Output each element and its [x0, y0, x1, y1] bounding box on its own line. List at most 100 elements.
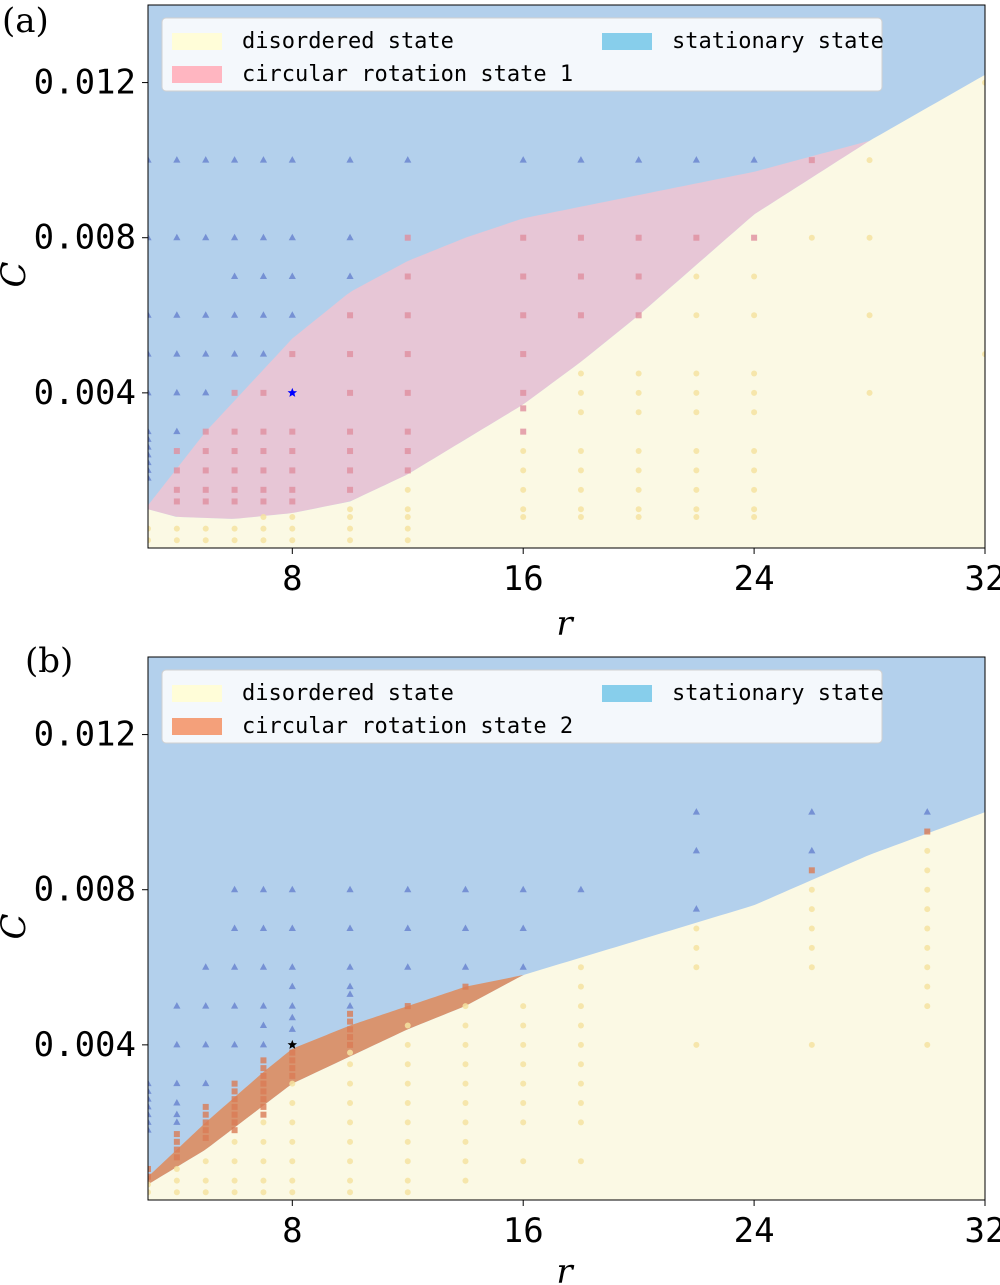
- star-marker: [287, 1039, 298, 1049]
- y-axis-label: C: [0, 261, 34, 287]
- legend-label: stationary state: [672, 681, 884, 706]
- circle-point: [635, 506, 642, 513]
- triangle-point: [519, 963, 527, 970]
- x-tick-label: 16: [503, 559, 544, 599]
- circle-point: [260, 1177, 267, 1184]
- triangle-point: [173, 1099, 181, 1106]
- circle-point: [404, 486, 411, 493]
- triangle-point: [173, 1118, 181, 1125]
- circle-point: [231, 525, 238, 532]
- triangle-point: [173, 1079, 181, 1087]
- triangle-point: [259, 233, 268, 241]
- triangle-point: [259, 924, 268, 931]
- legend-swatch: [172, 33, 222, 50]
- triangle-point: [148, 1087, 152, 1094]
- circle-series: [148, 79, 985, 544]
- circle-point: [751, 486, 758, 493]
- x-tick-label: 32: [965, 1211, 1000, 1251]
- circle-point: [462, 1177, 469, 1184]
- triangle-point: [692, 846, 700, 854]
- triangle-point: [346, 156, 354, 163]
- square-point: [520, 312, 527, 319]
- square-point: [404, 234, 411, 241]
- circle-point: [924, 964, 931, 971]
- square-point: [347, 1026, 354, 1033]
- circle-point: [347, 1177, 354, 1184]
- circle-point: [751, 467, 758, 474]
- circle-point: [462, 1138, 469, 1145]
- circle-point: [866, 312, 873, 319]
- circle-point: [462, 1041, 469, 1048]
- square-point: [635, 273, 642, 280]
- circle-point: [751, 370, 758, 377]
- triangle-point: [148, 388, 152, 396]
- circle-point: [173, 1189, 180, 1196]
- legend-label: disordered state: [242, 29, 454, 54]
- square-point: [693, 234, 700, 241]
- circle-point: [202, 1177, 209, 1184]
- plot-area: [148, 657, 985, 1200]
- circle-point: [347, 525, 354, 532]
- triangle-point: [148, 1079, 152, 1087]
- circle-point: [982, 79, 985, 86]
- circle-point: [148, 537, 151, 544]
- triangle-point: [288, 924, 296, 931]
- square-point: [404, 428, 411, 435]
- circle-point: [693, 448, 700, 455]
- triangle-point: [692, 905, 700, 912]
- circle-point: [404, 1177, 411, 1184]
- triangle-point: [577, 885, 585, 893]
- circle-point: [260, 1138, 267, 1145]
- circle-point: [462, 1003, 469, 1010]
- x-axis-label: r: [556, 604, 574, 644]
- square-point: [202, 1134, 209, 1141]
- triangle-point: [148, 233, 152, 241]
- circle-point: [231, 1138, 238, 1145]
- square-point: [347, 1018, 354, 1025]
- triangle-point: [288, 156, 296, 163]
- legend: disordered state stationary state circular…: [161, 17, 884, 92]
- circle-point: [866, 157, 873, 164]
- triangle-point: [148, 1095, 152, 1102]
- circle-point: [693, 506, 700, 513]
- circle-point: [404, 537, 411, 544]
- square-point: [173, 1131, 180, 1138]
- square-point: [260, 467, 267, 474]
- circle-point: [577, 467, 584, 474]
- square-point: [231, 448, 238, 455]
- triangle-point: [923, 808, 931, 815]
- legend-swatch: [602, 685, 652, 702]
- legend-swatch: [172, 66, 222, 83]
- triangle-point: [346, 982, 354, 990]
- square-point: [202, 448, 209, 455]
- square-series: [173, 157, 815, 505]
- circle-point: [289, 537, 296, 544]
- circle-point: [577, 389, 584, 396]
- square-point: [404, 351, 411, 358]
- legend-swatch: [602, 33, 652, 50]
- circle-point: [148, 525, 151, 532]
- circle-point: [520, 448, 527, 455]
- square-point: [231, 1080, 238, 1087]
- circle-point: [520, 1003, 527, 1010]
- circle-point: [347, 1049, 354, 1056]
- square-point: [260, 389, 267, 396]
- star-marker: [287, 387, 298, 397]
- circle-point: [808, 906, 815, 913]
- square-point: [173, 486, 180, 493]
- circle-point: [347, 513, 354, 520]
- circle-point: [635, 486, 642, 493]
- triangle-point: [288, 1002, 296, 1009]
- circle-point: [260, 1158, 267, 1165]
- x-tick-label: 24: [734, 559, 775, 599]
- square-point: [173, 498, 180, 505]
- circle-point: [231, 1189, 238, 1196]
- triangle-point: [148, 450, 152, 458]
- circle-point: [520, 1119, 527, 1126]
- triangle-point: [404, 963, 412, 970]
- circle-point: [635, 389, 642, 396]
- circle-point: [924, 886, 931, 893]
- plot-frame: [147, 4, 986, 549]
- legend-label: disordered state: [242, 681, 454, 706]
- circle-point: [202, 525, 209, 532]
